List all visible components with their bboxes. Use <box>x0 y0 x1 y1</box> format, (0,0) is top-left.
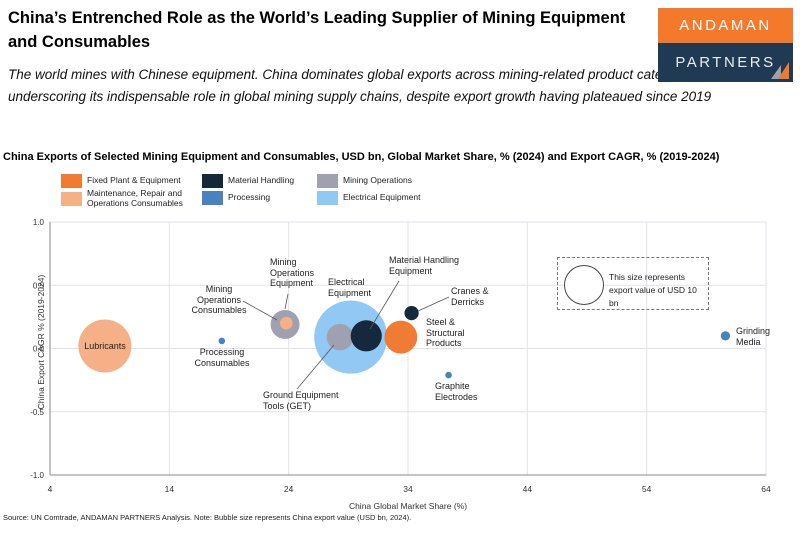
andaman-partners-logo: ANDAMAN PARTNERS <box>658 8 793 82</box>
bubble-material-handling-equipment <box>350 320 382 352</box>
x-tick-label: 4 <box>48 484 53 494</box>
bubble-cranes-derricks <box>404 305 419 321</box>
y-tick-label: -1.0 <box>30 471 44 480</box>
logo-bottom-block: PARTNERS <box>658 43 793 82</box>
x-tick-label: 54 <box>642 484 652 494</box>
legend-item: Processing <box>202 191 338 205</box>
legend-item: Mining Operations <box>317 174 453 188</box>
y-tick-label: 1.0 <box>33 218 45 227</box>
bubble-label-electrical-equipment: Electrical Equipment <box>328 277 372 298</box>
logo-sails-icon <box>771 62 789 79</box>
x-tick-label: 44 <box>523 484 533 494</box>
size-reference-circle <box>564 265 604 305</box>
x-tick-label: 34 <box>403 484 413 494</box>
legend-label: Fixed Plant & Equipment <box>87 175 181 186</box>
leader-line-mining-operations-consumables <box>242 300 278 321</box>
bubble-size-legend: This size represents export value of USD… <box>557 257 709 310</box>
legend-swatch <box>61 174 82 188</box>
logo-bottom-text: PARTNERS <box>675 54 776 71</box>
x-axis-title: China Global Market Share (%) <box>348 501 468 511</box>
legend-swatch <box>202 191 223 205</box>
bubble-label-mining-operations-equipment: Mining Operations Equipment <box>270 257 315 288</box>
legend-item: Maintenance, Repair and Operations Consu… <box>61 188 197 208</box>
legend-label: Electrical Equipment <box>343 192 421 203</box>
legend-label: Mining Operations <box>343 175 412 186</box>
x-tick-label: 14 <box>165 484 175 494</box>
bubble-label-grinding-media: Grinding Media <box>736 326 771 347</box>
bubble-ground-equipment-tools <box>326 323 354 351</box>
leader-line-mining-operations-equipment <box>284 293 289 310</box>
legend-swatch <box>317 191 338 205</box>
bubble-label-material-handling-equipment: Material Handling Equipment <box>389 255 460 276</box>
legend-swatch <box>61 191 82 206</box>
leader-line-material-handling-equipment <box>369 280 400 330</box>
y-axis-title: China Export CAGR % (2019-2024) <box>36 274 46 410</box>
legend-swatch <box>202 174 223 188</box>
bubble-lubricants <box>78 319 132 373</box>
page-title: China’s Entrenched Role as the World’s L… <box>8 9 626 51</box>
bubble-steel-structural-products <box>384 320 418 354</box>
legend-label: Maintenance, Repair and Operations Consu… <box>87 188 183 208</box>
bubble-label-steel-structural-products: Steel & Structural Products <box>426 317 465 348</box>
legend-swatch <box>317 174 338 188</box>
bubble-mining-operations-consumables <box>279 316 293 330</box>
legend-label: Material Handling <box>228 175 295 186</box>
bubble-label-ground-equipment-tools: Ground Equipment Tools (GET) <box>263 390 339 411</box>
x-tick-label: 64 <box>761 484 771 494</box>
y-tick-label: 0.0 <box>33 345 45 354</box>
bubble-label-processing-consumables: Processing Consumables <box>194 347 250 368</box>
bubble-label-graphite-electrodes: Graphite Electrodes <box>435 381 478 402</box>
legend-item: Material Handling <box>202 174 338 188</box>
bubble-processing-consumables <box>218 337 226 345</box>
bubble-graphite-electrodes <box>445 371 452 379</box>
legend-label: Processing <box>228 192 271 203</box>
y-tick-label: -0.5 <box>30 408 44 417</box>
size-legend-line2: export value of USD 10 bn <box>609 285 697 308</box>
y-tick-label: 0.5 <box>33 281 45 290</box>
size-legend-text: This size represents export value of USD… <box>609 271 708 310</box>
legend-item: Electrical Equipment <box>317 191 453 205</box>
source-note: Source: UN Comtrade, ANDAMAN PARTNERS An… <box>3 513 412 522</box>
chart-title: China Exports of Selected Mining Equipme… <box>3 151 720 163</box>
bubble-label-cranes-derricks: Cranes & Derricks <box>451 286 489 307</box>
legend-item: Fixed Plant & Equipment <box>61 174 197 188</box>
x-tick-label: 24 <box>284 484 294 494</box>
leader-line-ground-equipment-tools <box>296 344 335 390</box>
bubble-label-lubricants: Lubricants <box>84 341 126 351</box>
bubble-label-mining-operations-consumables: Mining Operations Consumables <box>191 284 247 315</box>
bubble-grinding-media <box>720 331 731 341</box>
logo-top-block: ANDAMAN <box>658 8 793 43</box>
leader-line-cranes-derricks <box>417 296 450 312</box>
page-subtitle: The world mines with Chinese equipment. … <box>8 67 712 104</box>
size-legend-line1: This size represents <box>609 272 686 282</box>
